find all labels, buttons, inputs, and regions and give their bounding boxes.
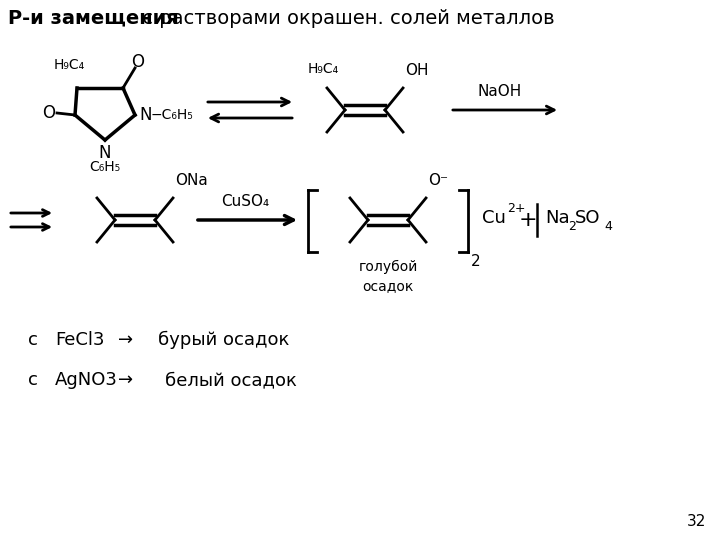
- Text: 2+: 2+: [507, 201, 526, 214]
- Text: NaOH: NaOH: [478, 84, 522, 99]
- Text: C₆H₅: C₆H₅: [89, 160, 120, 174]
- Text: с растворами окрашен. солей металлов: с растворами окрашен. солей металлов: [136, 9, 554, 28]
- Text: SO: SO: [575, 209, 600, 227]
- Text: O⁻: O⁻: [428, 173, 448, 188]
- Text: с: с: [28, 371, 38, 389]
- Text: O: O: [42, 104, 55, 122]
- Text: 4: 4: [604, 220, 612, 233]
- Text: бурый осадок: бурый осадок: [158, 331, 289, 349]
- Text: −C₆H₅: −C₆H₅: [151, 108, 194, 122]
- Text: 2: 2: [471, 254, 481, 269]
- Text: Р-и замещения: Р-и замещения: [8, 9, 179, 28]
- Text: O: O: [132, 53, 145, 71]
- Text: H₉C₄: H₉C₄: [307, 62, 338, 76]
- Text: CuSO₄: CuSO₄: [221, 194, 269, 210]
- Text: FeCl3: FeCl3: [55, 331, 104, 349]
- Text: OH: OH: [405, 63, 428, 78]
- Text: голубой
осадок: голубой осадок: [359, 260, 418, 294]
- Text: N: N: [99, 144, 112, 162]
- Text: H₉C₄: H₉C₄: [53, 58, 85, 72]
- Text: N: N: [139, 106, 151, 124]
- Text: 32: 32: [687, 515, 706, 530]
- Text: Na: Na: [545, 209, 570, 227]
- Text: 2: 2: [568, 220, 576, 233]
- Text: +: +: [518, 210, 537, 230]
- Text: Cu: Cu: [482, 209, 506, 227]
- Text: белый осадок: белый осадок: [165, 371, 297, 389]
- Text: с: с: [28, 331, 38, 349]
- Text: →: →: [118, 371, 133, 389]
- Text: AgNO3: AgNO3: [55, 371, 118, 389]
- Text: →: →: [118, 331, 133, 349]
- Text: ONa: ONa: [175, 173, 208, 188]
